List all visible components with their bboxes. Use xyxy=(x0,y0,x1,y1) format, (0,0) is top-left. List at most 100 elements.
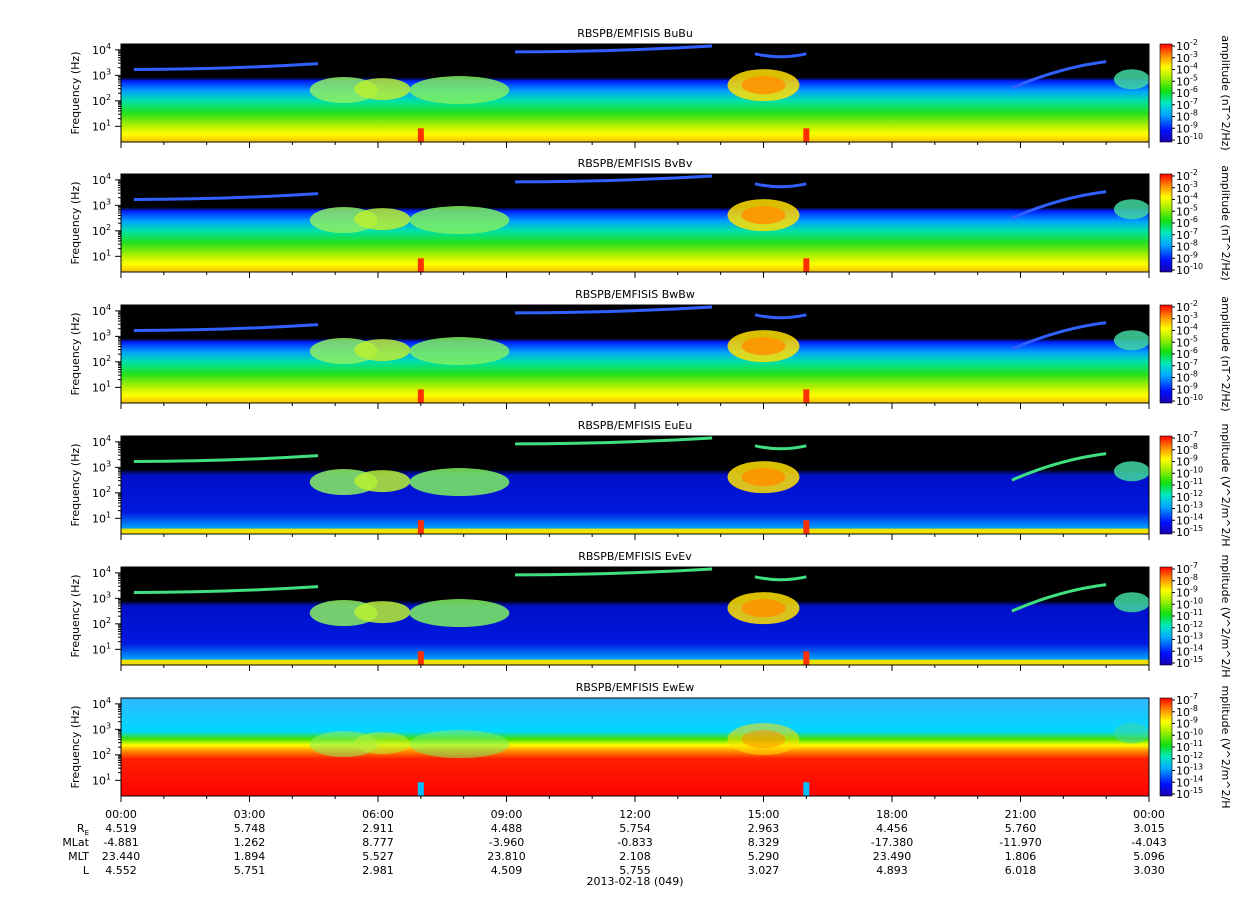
chorus-band xyxy=(1011,60,1107,90)
ephemeris-value: -17.380 xyxy=(871,836,913,849)
emission-region xyxy=(409,730,510,759)
y-axis-label: Frequency (Hz) xyxy=(69,706,82,789)
emission-region xyxy=(409,206,510,235)
spectrogram-background xyxy=(121,698,1149,796)
colorbar-tick-label: 10-4 xyxy=(1176,192,1198,207)
colorbar-label: amplitude (nT^2/Hz) xyxy=(1219,165,1232,280)
spectrogram-image xyxy=(121,436,1149,534)
chorus-band xyxy=(133,585,319,594)
perigee-feature xyxy=(803,258,810,272)
colorbar-tick-label: 10-10 xyxy=(1176,132,1203,147)
colorbar-tick-label: 10-8 xyxy=(1176,239,1198,254)
ephemeris-value: 23.440 xyxy=(102,850,141,863)
emission-region xyxy=(409,337,510,366)
ephemeris-value: 4.552 xyxy=(105,864,137,877)
ephemeris-value: 5.748 xyxy=(234,822,266,835)
spectrogram-background xyxy=(121,44,1149,142)
spectrogram-background xyxy=(121,305,1149,403)
panels-layer: RBSPB/EMFISIS BuBu Frequency (Hz) 101 102 10… xyxy=(69,27,1232,809)
y-tick-label: 101 xyxy=(92,641,111,656)
spectrogram-image xyxy=(121,698,1149,796)
spectrogram-image xyxy=(121,174,1149,272)
emission-region xyxy=(354,601,411,624)
colorbar-tick-label: 10-7 xyxy=(1176,358,1198,373)
y-tick-label: 101 xyxy=(92,248,111,263)
y-tick-label: 103 xyxy=(92,590,111,605)
colorbar-tick-label: 10-2 xyxy=(1176,168,1198,183)
y-axis-label: Frequency (Hz) xyxy=(69,52,82,135)
colorbar-tick-label: 10-8 xyxy=(1176,442,1198,457)
time-axis-and-ephemeris: 00:00 03:00 06:00 09:00 12:00 15:00 18:00 21:00… xyxy=(62,808,1166,888)
ephemeris-value: 4.519 xyxy=(105,822,137,835)
colorbar xyxy=(1159,566,1173,666)
ephemeris-label: MLat xyxy=(62,836,89,849)
colorbar-tick-label: 10-8 xyxy=(1176,109,1198,124)
y-tick-label: 103 xyxy=(92,721,111,736)
ephemeris-value: 8.777 xyxy=(362,836,394,849)
colorbar-tick-label: 10-9 xyxy=(1176,716,1198,731)
ephemeris-value: 5.290 xyxy=(748,850,780,863)
ephemeris-value: 2.963 xyxy=(748,822,780,835)
colorbar-tick-label: 10-15 xyxy=(1176,655,1203,670)
x-tick-label: 15:00 xyxy=(748,808,780,821)
panel-1: RBSPB/EMFISIS BuBu Frequency (Hz) 101 102 10… xyxy=(69,27,1232,151)
spectrogram-background xyxy=(121,567,1149,665)
colorbar-tick-label: 10-9 xyxy=(1176,381,1198,396)
emission-region xyxy=(741,76,786,95)
ephemeris-value: -4.043 xyxy=(1131,836,1166,849)
date-label: 2013-02-18 (049) xyxy=(586,875,683,888)
ephemeris-value: 2.981 xyxy=(362,864,394,877)
colorbar-tick-label: 10-7 xyxy=(1176,692,1198,707)
colorbar-tick-label: 10-3 xyxy=(1176,50,1198,65)
ephemeris-value: -0.833 xyxy=(617,836,652,849)
y-axis-label: Frequency (Hz) xyxy=(69,313,82,396)
panel-title: RBSPB/EMFISIS BuBu xyxy=(577,27,693,40)
colorbar-label: mplitude (V^2/m^2/H xyxy=(1219,424,1232,547)
ephemeris-value: 6.018 xyxy=(1005,864,1037,877)
panel-5: RBSPB/EMFISIS EvEv Frequency (Hz) 101 102 10… xyxy=(69,550,1232,678)
panel-6: RBSPB/EMFISIS EwEw Frequency (Hz) 101 102 10… xyxy=(69,681,1232,809)
ephemeris-label: L xyxy=(83,864,90,877)
emission-region xyxy=(354,339,411,362)
y-tick-label: 104 xyxy=(92,565,111,580)
emission-region xyxy=(409,599,510,628)
ephemeris-value: 5.755 xyxy=(619,864,651,877)
y-tick-label: 101 xyxy=(92,510,111,525)
colorbar-tick-label: 10-3 xyxy=(1176,180,1198,195)
ephemeris-value: 5.527 xyxy=(362,850,394,863)
ephemeris-value: -4.881 xyxy=(103,836,138,849)
colorbar xyxy=(1159,173,1173,273)
ephemeris-value: 3.015 xyxy=(1133,822,1165,835)
y-tick-label: 102 xyxy=(92,616,111,631)
perigee-feature xyxy=(803,389,810,403)
panel-title: RBSPB/EMFISIS EuEu xyxy=(578,419,692,432)
colorbar-label: amplitude (nT^2/Hz) xyxy=(1219,35,1232,150)
colorbar-tick-label: 10-5 xyxy=(1176,73,1198,88)
perigee-feature xyxy=(417,782,424,796)
x-tick-label: 00:00 xyxy=(1133,808,1165,821)
colorbar-tick-label: 10-13 xyxy=(1176,501,1203,516)
colorbar-tick-label: 10-10 xyxy=(1176,596,1203,611)
chorus-band xyxy=(515,436,713,446)
chorus-band xyxy=(515,305,713,315)
colorbar-label: mplitude (V^2/m^2/H xyxy=(1219,555,1232,678)
colorbar xyxy=(1159,435,1173,535)
colorbar-label: mplitude (V^2/m^2/H xyxy=(1219,686,1232,809)
x-tick-label: 21:00 xyxy=(1005,808,1037,821)
ephemeris-value: 4.488 xyxy=(491,822,523,835)
panel-3: RBSPB/EMFISIS BwBw Frequency (Hz) 101 102 10… xyxy=(69,288,1232,412)
colorbar-tick-label: 10-6 xyxy=(1176,215,1198,230)
colorbar-tick-label: 10-13 xyxy=(1176,763,1203,778)
x-tick-label: 00:00 xyxy=(105,808,137,821)
colorbar-tick-label: 10-9 xyxy=(1176,120,1198,135)
x-tick-label: 06:00 xyxy=(362,808,394,821)
chorus-band xyxy=(1011,190,1107,220)
perigee-feature xyxy=(803,651,810,665)
colorbar-tick-label: 10-10 xyxy=(1176,262,1203,277)
chorus-band xyxy=(1011,321,1107,351)
ephemeris-value: 4.509 xyxy=(491,864,523,877)
ephemeris-value: 5.754 xyxy=(619,822,651,835)
y-tick-label: 104 xyxy=(92,172,111,187)
colorbar-tick-label: 10-5 xyxy=(1176,203,1198,218)
